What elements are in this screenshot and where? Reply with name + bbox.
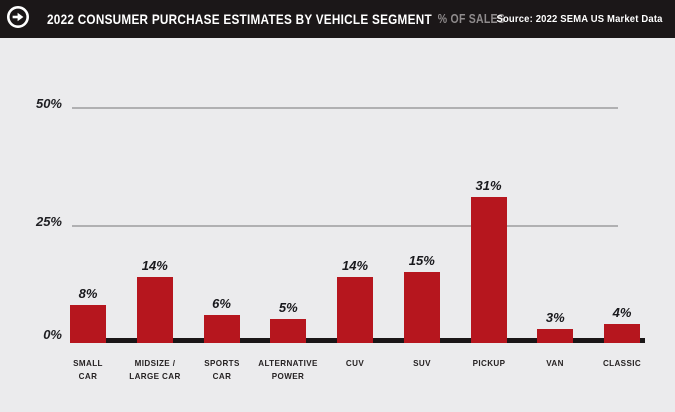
header-title-group: 2022 CONSUMER PURCHASE ESTIMATES BY VEHI… bbox=[47, 0, 505, 38]
x-axis-category-label: SUV bbox=[412, 358, 431, 368]
gridline bbox=[72, 224, 618, 227]
page-subtitle: % OF SALES bbox=[437, 12, 506, 26]
source-attribution: Source: 2022 SEMA US Market Data bbox=[496, 13, 663, 25]
bar-value-label: 14% bbox=[341, 258, 369, 273]
x-axis-category-label: ALTERNATIVE POWER bbox=[258, 358, 318, 381]
bar bbox=[270, 319, 307, 343]
bar-value-label: 8% bbox=[78, 286, 98, 301]
x-axis-category-label: VAN bbox=[546, 358, 565, 368]
x-axis-category-label: MIDSIZE / LARGE CAR bbox=[129, 358, 181, 381]
arrow-right-circle-icon bbox=[5, 4, 31, 35]
gridline bbox=[72, 107, 618, 109]
x-axis-category-label: SMALL CAR bbox=[73, 358, 103, 381]
x-axis-category-label: CLASSIC bbox=[602, 358, 642, 368]
header-bar: 2022 CONSUMER PURCHASE ESTIMATES BY VEHI… bbox=[0, 0, 675, 38]
bar bbox=[337, 277, 373, 343]
y-axis-tick-label: 25% bbox=[35, 213, 62, 229]
x-axis-category-label: PICKUP bbox=[472, 358, 505, 368]
bar-value-label: 6% bbox=[212, 296, 231, 311]
bar-value-label: 3% bbox=[545, 310, 565, 325]
bar-value-label: 5% bbox=[278, 300, 298, 315]
bar bbox=[403, 272, 440, 343]
bar-value-label: 15% bbox=[408, 253, 435, 268]
header-accent-square bbox=[0, 0, 36, 38]
bar bbox=[604, 324, 640, 343]
bar-value-label: 14% bbox=[141, 258, 168, 273]
bar-value-label: 4% bbox=[612, 305, 632, 320]
x-axis-category-label: SPORTS CAR bbox=[203, 358, 240, 381]
x-axis-category-label: CUV bbox=[345, 358, 365, 368]
bar bbox=[136, 277, 173, 343]
bar bbox=[70, 305, 106, 343]
page-title: 2022 CONSUMER PURCHASE ESTIMATES BY VEHI… bbox=[47, 11, 432, 27]
y-axis-tick-label: 50% bbox=[35, 96, 62, 111]
bar bbox=[470, 197, 507, 343]
bar bbox=[537, 329, 574, 343]
y-axis-tick-label: 0% bbox=[43, 327, 62, 342]
bar-value-label: 31% bbox=[475, 178, 502, 193]
bar bbox=[203, 315, 240, 343]
